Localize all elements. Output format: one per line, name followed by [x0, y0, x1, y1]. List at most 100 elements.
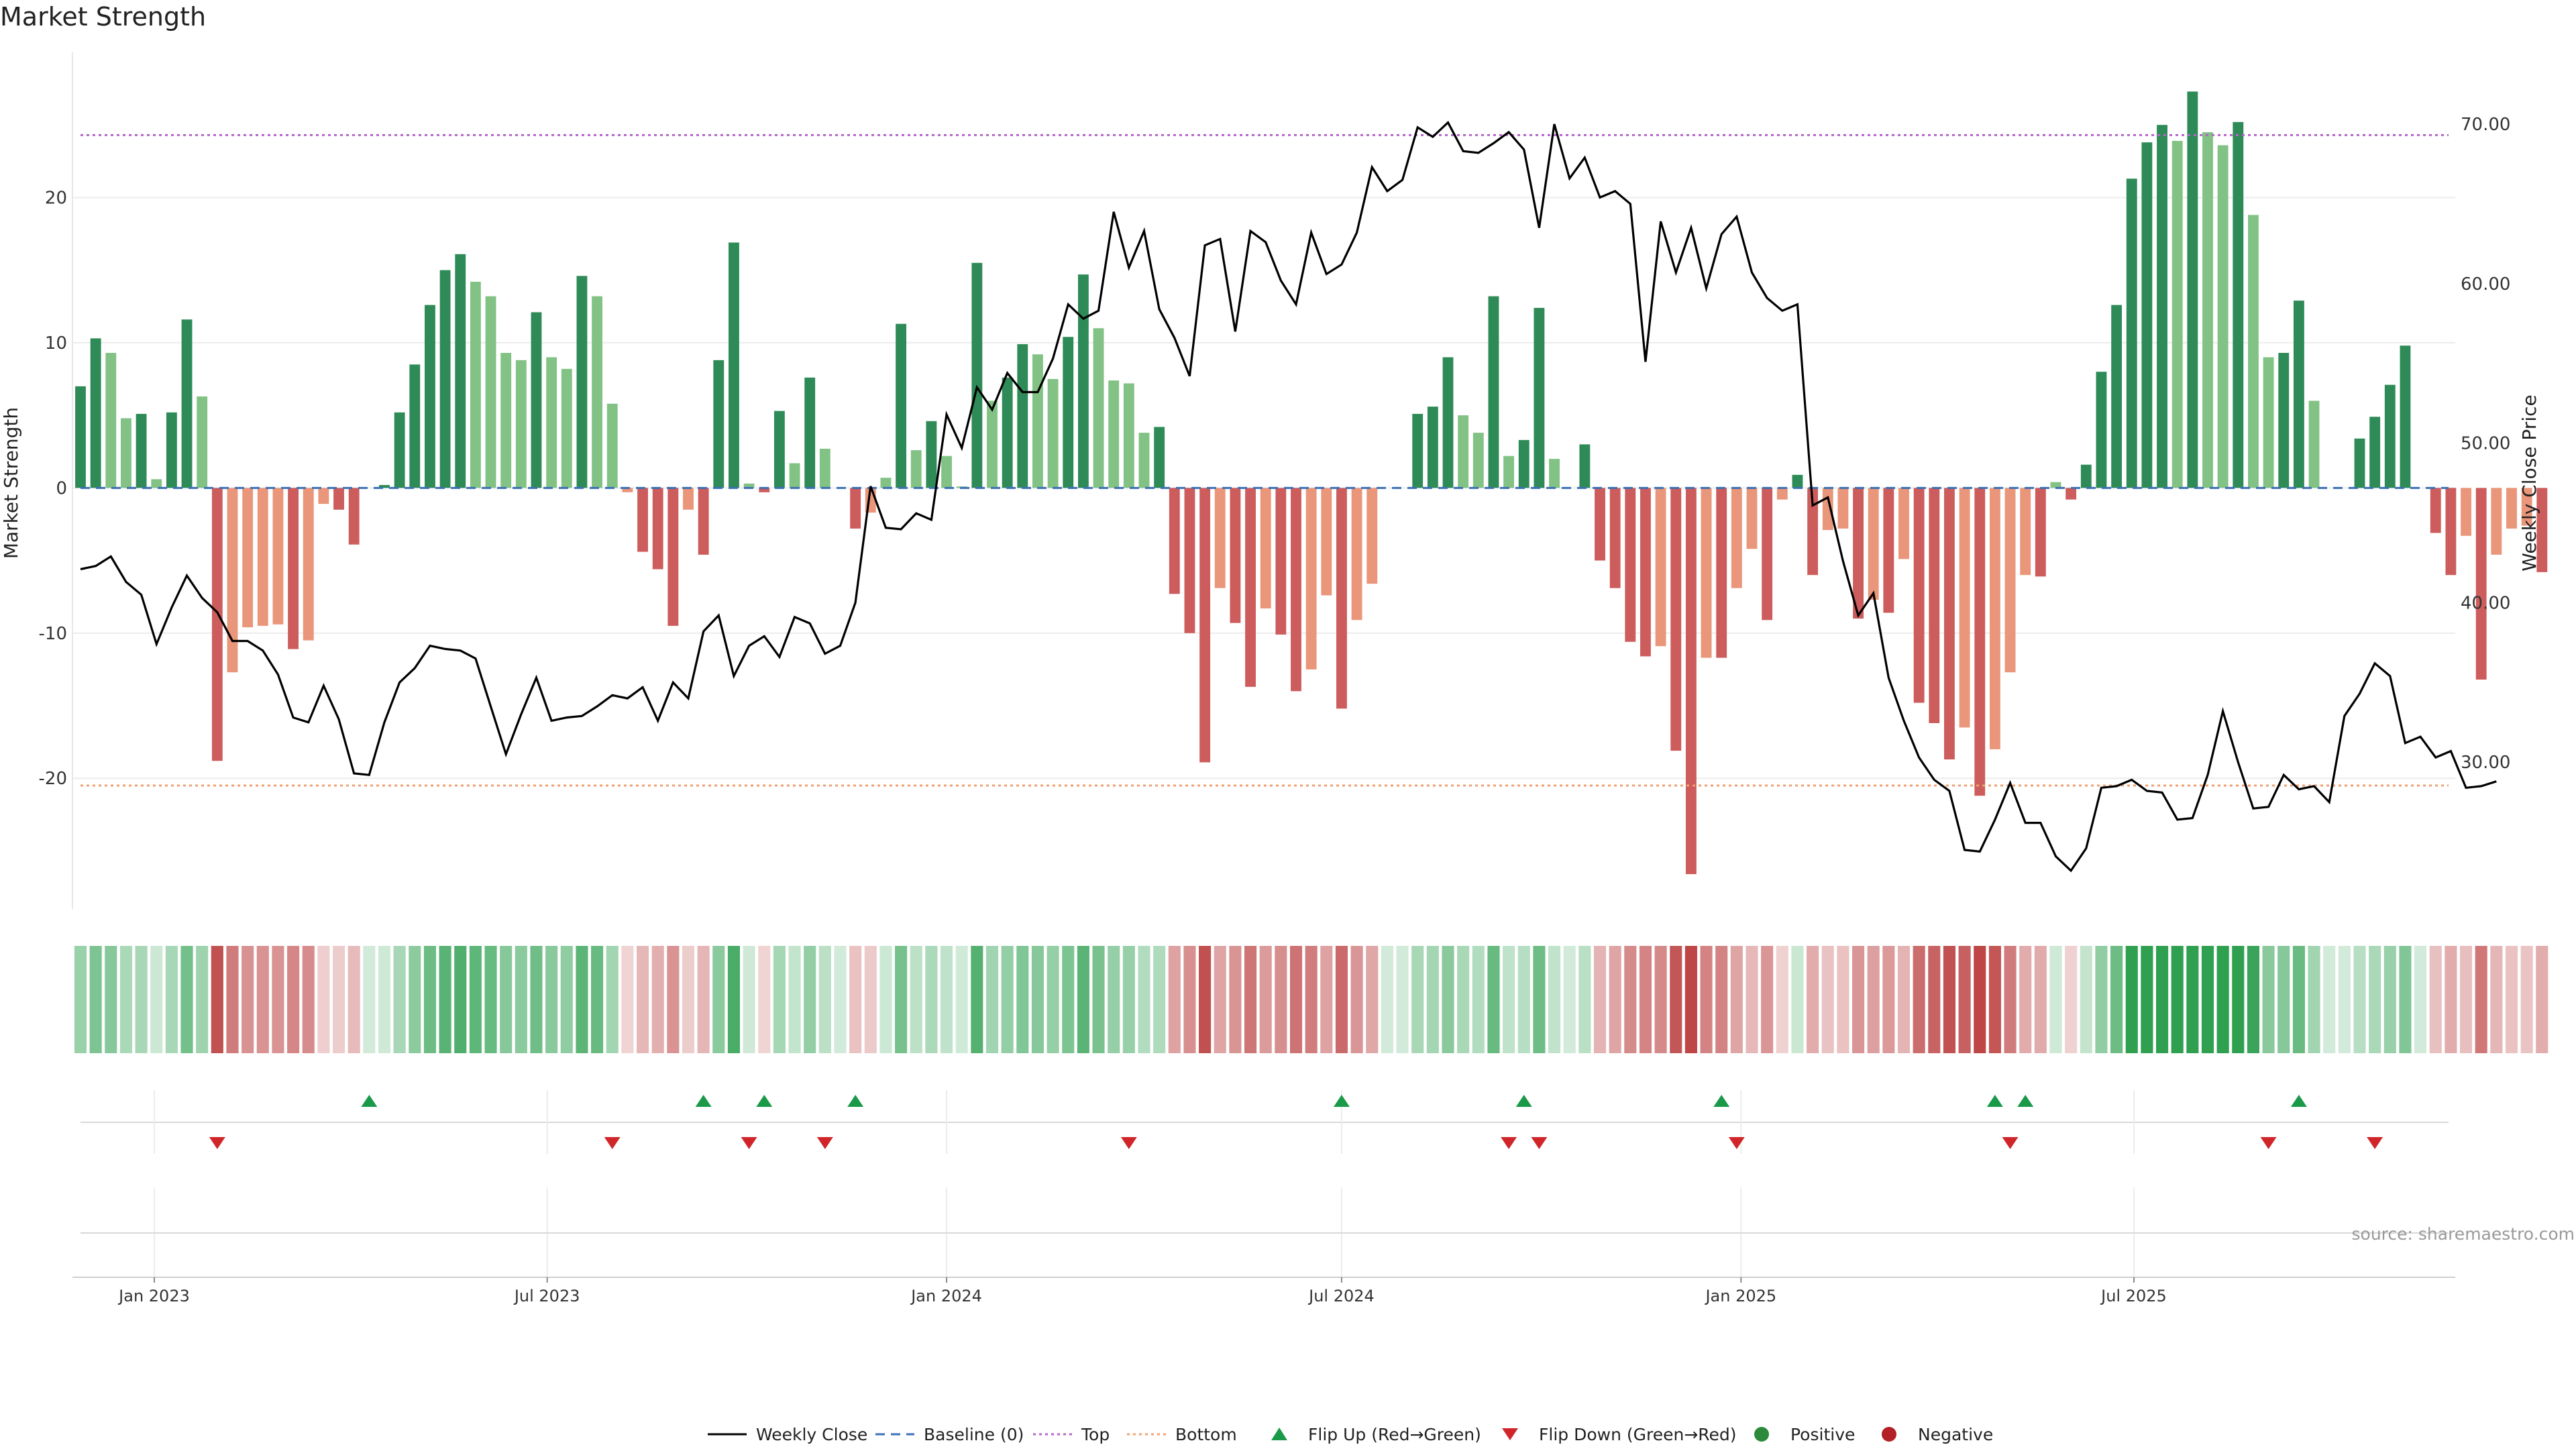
strength-bar — [926, 421, 937, 488]
strength-bar — [2308, 400, 2320, 488]
strength-bar — [379, 484, 390, 488]
strength-bar — [1731, 488, 1742, 588]
strength-bar — [1472, 433, 1484, 488]
flip-down-marker — [1531, 1137, 1548, 1149]
heatmap-cell — [2369, 946, 2381, 1053]
heatmap-cell — [743, 946, 755, 1053]
heatmap-cell — [180, 946, 193, 1053]
heatmap-cell — [606, 946, 619, 1053]
strength-bar — [425, 305, 435, 488]
flip-down-marker — [2367, 1137, 2383, 1149]
legend-triangle-down-icon — [1502, 1428, 1518, 1440]
heatmap-cell — [2171, 946, 2184, 1053]
heatmap-cell — [1670, 946, 1682, 1053]
heatmap-cell — [1472, 946, 1485, 1053]
heatmap-cell — [940, 946, 953, 1053]
heatmap-cell — [515, 946, 527, 1053]
strength-bar — [288, 488, 299, 649]
strength-bar — [1868, 488, 1879, 600]
strength-bar — [272, 488, 284, 625]
strength-bar — [1549, 459, 1560, 488]
strength-bar — [1685, 488, 1697, 875]
left-tick-label: 0 — [56, 478, 67, 498]
strength-bar — [1077, 274, 1089, 488]
strength-bar — [2354, 438, 2365, 488]
legend-item: Weekly Close — [708, 1425, 867, 1444]
strength-bar — [257, 488, 268, 626]
strength-bar — [1427, 407, 1438, 488]
strength-bar — [1063, 337, 1074, 488]
heatmap-cell — [1442, 946, 1454, 1053]
heatmap-cell — [2429, 946, 2442, 1053]
heatmap-cell — [423, 946, 437, 1053]
legend-circle-icon — [1754, 1427, 1769, 1442]
strength-bar — [1503, 455, 1515, 488]
heatmap-cell — [469, 946, 482, 1053]
heatmap-cell — [955, 946, 968, 1053]
strength-bar — [561, 368, 572, 488]
flip-down-marker — [1501, 1137, 1517, 1149]
strength-bar — [1883, 488, 1894, 613]
flip-up-marker — [361, 1095, 378, 1107]
heatmap-cell — [621, 946, 634, 1053]
reference-lines — [80, 133, 2449, 787]
heatmap-cell — [2034, 946, 2047, 1053]
left-tick-label: 20 — [45, 188, 67, 208]
strength-bar — [181, 319, 193, 488]
heatmap-cell — [1244, 946, 1257, 1053]
legend-item: Flip Up (Red→Green) — [1271, 1425, 1481, 1444]
heatmap-cell — [2353, 946, 2366, 1053]
heatmap-cell — [1062, 946, 1075, 1053]
strength-bar — [2171, 141, 2183, 488]
heatmap-cell — [2004, 946, 2017, 1053]
strength-bar — [1807, 488, 1819, 576]
strength-bar — [1701, 488, 1712, 658]
strength-bar — [1291, 488, 1301, 692]
heatmap-cell — [1517, 946, 1530, 1053]
heatmap-cell — [2536, 946, 2548, 1053]
strength-bar — [1138, 433, 1150, 488]
strength-bar — [1002, 377, 1013, 488]
strength-bar — [2020, 488, 2031, 576]
heatmap-cell — [378, 946, 391, 1053]
strength-bar — [1898, 488, 1909, 559]
heatmap-cell — [2414, 946, 2427, 1053]
legend-item: Negative — [1882, 1425, 1993, 1444]
heatmap-cell — [925, 946, 938, 1053]
left-axis-ticks: -20 -10 0 10 20 — [39, 188, 67, 789]
strength-bar — [1792, 474, 1803, 488]
bottom-panel: Jan 2023 Jul 2023 Jan 2024 Jul 2024 Jan 2025… — [72, 1187, 2455, 1305]
strength-bar — [2233, 121, 2244, 488]
heatmap-cell — [576, 946, 588, 1053]
strength-bar — [105, 353, 117, 488]
flip-up-marker — [695, 1095, 712, 1107]
heatmap-cell — [773, 946, 786, 1053]
heatmap-cell — [1913, 946, 1925, 1053]
heatmap-cell — [196, 946, 209, 1053]
strength-bar — [455, 254, 466, 488]
strength-bar — [2369, 417, 2381, 488]
heatmap-cell — [1791, 946, 1804, 1053]
heatmap-cell — [2065, 946, 2078, 1053]
heatmap-cell — [1851, 946, 1865, 1053]
x-tick-label: Jan 2024 — [910, 1287, 982, 1305]
heatmap-cell — [105, 946, 117, 1053]
heatmap-cell — [697, 946, 710, 1053]
heatmap-cell — [1943, 946, 1956, 1053]
strength-bar — [515, 360, 527, 488]
strength-bar — [546, 357, 557, 488]
strength-bar — [1458, 415, 1469, 488]
heatmap-cell — [1730, 946, 1743, 1053]
heatmap-cell — [1366, 946, 1379, 1053]
heatmap-cell — [591, 946, 604, 1053]
strength-bar — [2461, 488, 2471, 536]
legend-item: Top — [1033, 1425, 1110, 1444]
heatmap-cell — [1533, 946, 1546, 1053]
heatmap-cell — [1259, 946, 1272, 1053]
heatmap-cell — [636, 946, 649, 1053]
strength-bar — [1305, 488, 1317, 669]
heatmap-cell — [302, 946, 315, 1053]
strength-bar — [500, 353, 512, 488]
heatmap-cell — [727, 946, 741, 1053]
strength-bar — [1989, 488, 2000, 749]
